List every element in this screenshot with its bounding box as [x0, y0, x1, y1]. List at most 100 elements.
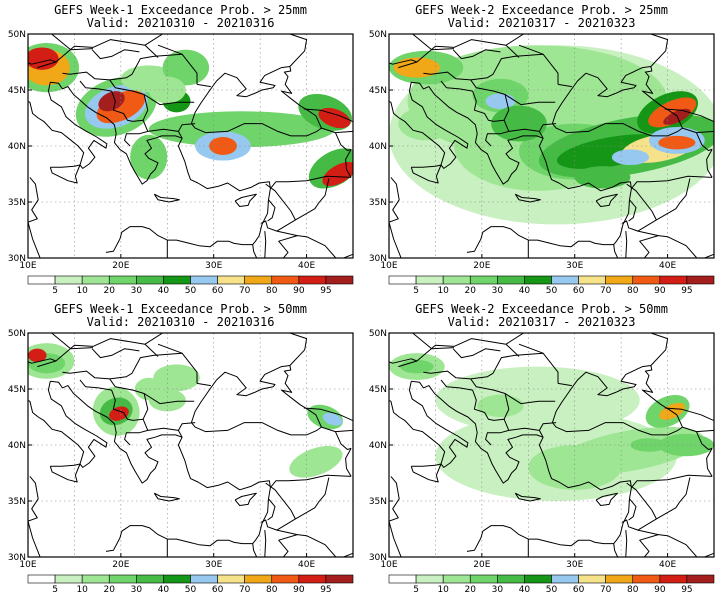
- precip-contour: [393, 57, 441, 78]
- lon-tick-label: 30E: [566, 261, 583, 271]
- lon-tick-label: 40E: [659, 261, 676, 271]
- precip-contour: [289, 445, 343, 478]
- lat-tick-label: 50N: [369, 329, 387, 339]
- colorbar-tick-label: 90: [654, 585, 666, 595]
- precip-contour: [98, 91, 125, 112]
- colorbar-swatch: [108, 574, 137, 584]
- lon-tick-label: 30E: [205, 261, 222, 271]
- precip-contour: [435, 366, 640, 434]
- colorbar-swatch: [325, 574, 354, 584]
- map-panel-week1-50mm: 50N 45N 40N 35N 30N 10E 20E 30E 40E 5 10 20 30 40 50 60…: [0, 299, 361, 598]
- colorbar-swatch: [271, 574, 300, 584]
- precip-contour: [630, 438, 668, 452]
- panel-title: GEFS Week-1 Exceedance Prob. > 25mm: [54, 3, 307, 17]
- colorbar-tick-label: 70: [600, 286, 612, 296]
- lat-tick-label: 50N: [369, 30, 387, 40]
- colorbar-tick-label: 30: [131, 585, 143, 595]
- lat-tick-label: 40N: [8, 441, 26, 451]
- colorbar-tick-label: 20: [465, 286, 477, 296]
- colorbar-swatch: [81, 275, 110, 285]
- precip-field: [28, 42, 353, 189]
- coastlines-and-borders: [28, 34, 353, 258]
- precip-contour: [322, 161, 353, 187]
- precip-contour: [28, 348, 47, 363]
- colorbar-swatch: [27, 574, 56, 584]
- colorbar-swatch: [578, 574, 606, 584]
- colorbar-tick-label: 5: [413, 585, 419, 595]
- colorbar-swatch: [469, 275, 498, 285]
- coastlines-and-borders: [28, 333, 353, 557]
- colorbar-swatch: [605, 574, 634, 584]
- lon-tick-label: 10E: [380, 261, 397, 271]
- colorbar-swatch: [551, 275, 579, 285]
- lat-tick-label: 35N: [8, 497, 26, 507]
- colorbar-tick-label: 50: [546, 286, 558, 296]
- precip-contour: [477, 394, 524, 417]
- colorbar-tick-label: 70: [239, 286, 251, 296]
- colorbar-tick-label: 70: [600, 585, 612, 595]
- lon-tick-label: 30E: [566, 560, 583, 570]
- colorbar-tick-label: 30: [492, 286, 504, 296]
- colorbar-tick-label: 20: [104, 286, 116, 296]
- colorbar-swatch: [388, 275, 417, 285]
- colorbar-swatch: [469, 574, 498, 584]
- precip-contour: [400, 359, 434, 374]
- precip-contour: [148, 389, 186, 412]
- lon-tick-label: 20E: [473, 261, 490, 271]
- colorbar-tick-label: 80: [627, 585, 639, 595]
- colorbar-swatch: [163, 275, 191, 285]
- colorbar-tick-label: 95: [320, 585, 331, 595]
- coastlines-and-borders: [389, 34, 714, 258]
- lat-tick-label: 40N: [369, 142, 387, 152]
- panel-valid-dates: Valid: 20210317 - 20210323: [447, 315, 636, 329]
- colorbar-tick-label: 40: [158, 286, 170, 296]
- lat-tick-label: 45N: [369, 86, 387, 96]
- colorbar: 5 10 20 30 40 50 60 70 80 90 95: [388, 574, 715, 595]
- colorbar-tick-label: 95: [320, 286, 331, 296]
- precip-contour: [148, 76, 186, 104]
- colorbar: 5 10 20 30 40 50 60 70 80 90 95: [27, 574, 354, 595]
- colorbar-swatch: [163, 574, 191, 584]
- precip-contour: [322, 412, 343, 426]
- lon-tick-label: 10E: [19, 560, 36, 570]
- precip-contour: [153, 364, 200, 392]
- colorbar-swatch: [271, 275, 300, 285]
- colorbar-tick-label: 60: [212, 585, 224, 595]
- colorbar-tick-label: 50: [185, 286, 197, 296]
- colorbar-tick-label: 80: [266, 585, 278, 595]
- colorbar-swatch: [190, 275, 218, 285]
- colorbar-swatch: [217, 574, 245, 584]
- panel-valid-dates: Valid: 20210317 - 20210323: [447, 16, 636, 30]
- colorbar-tick-label: 30: [131, 286, 143, 296]
- colorbar-tick-label: 5: [52, 286, 58, 296]
- colorbar-tick-label: 40: [158, 585, 170, 595]
- lon-tick-label: 40E: [659, 560, 676, 570]
- colorbar-swatch: [27, 275, 56, 285]
- colorbar-swatch: [298, 275, 327, 285]
- panel-title: GEFS Week-2 Exceedance Prob. > 50mm: [415, 302, 668, 316]
- colorbar-swatch: [686, 275, 715, 285]
- colorbar-swatch: [244, 275, 273, 285]
- precip-contour: [148, 111, 335, 148]
- colorbar-swatch: [388, 574, 417, 584]
- map-panel-week2-25mm: 50N 45N 40N 35N 30N 10E 20E 30E 40E 5 10 20 30 40 50 60…: [361, 0, 722, 299]
- colorbar-tick-label: 60: [573, 585, 585, 595]
- lon-tick-label: 40E: [298, 560, 315, 570]
- precip-contour: [28, 47, 59, 70]
- colorbar-tick-label: 70: [239, 585, 251, 595]
- colorbar-swatch: [632, 574, 661, 584]
- precip-field: [28, 343, 344, 478]
- map-panel-week1-25mm: 50N 45N 40N 35N 30N 10E 20E 30E 40E 5 10 20 30 40 50 60…: [0, 0, 361, 299]
- colorbar-swatch: [632, 275, 661, 285]
- colorbar-tick-label: 40: [519, 585, 531, 595]
- colorbar-tick-label: 80: [627, 286, 639, 296]
- colorbar-swatch: [497, 574, 525, 584]
- colorbar-swatch: [136, 275, 164, 285]
- colorbar-tick-label: 95: [681, 286, 692, 296]
- colorbar-swatch: [108, 275, 137, 285]
- colorbar-swatch: [54, 275, 83, 285]
- map-panel-week2-50mm: 50N 45N 40N 35N 30N 10E 20E 30E 40E 5 10 20 30 40 50 60…: [361, 299, 722, 598]
- panel-title: GEFS Week-2 Exceedance Prob. > 25mm: [415, 3, 668, 17]
